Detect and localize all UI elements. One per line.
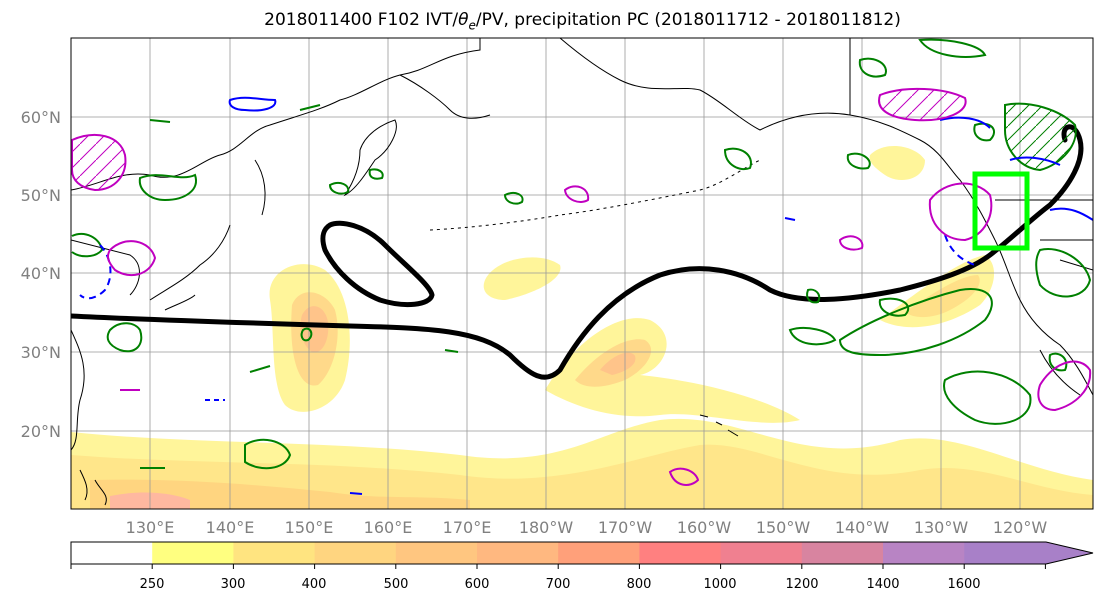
colorbar-tick-label: 250 (140, 577, 165, 592)
map-border (70, 37, 1094, 510)
colorbar-tick-label: 600 (465, 577, 490, 592)
lon-label: 150°W (756, 518, 811, 537)
colorbar-segment (152, 542, 234, 564)
colorbar-tick-label: 500 (384, 577, 409, 592)
colorbar-tick-label: 1400 (866, 577, 899, 592)
figure-title: 2018011400 F102 IVT/θe/PV, precipitation… (0, 10, 1105, 32)
lon-label: 140°E (206, 518, 255, 537)
colorbar-tick-label: 400 (302, 577, 327, 592)
pv-contours (71, 124, 1084, 380)
lon-label: 170°W (598, 518, 653, 537)
precip-contours (71, 87, 1092, 486)
colorbar-segment (477, 542, 559, 564)
lon-label: 130°E (126, 518, 175, 537)
colorbar-segment (395, 542, 478, 564)
colorbar-segment (71, 542, 153, 564)
lat-label: 60°N (21, 108, 61, 127)
colorbar-tick-label: 1200 (785, 577, 818, 592)
colorbar-segment (558, 542, 640, 564)
colorbar-tick-label: 700 (546, 577, 571, 592)
colorbar-tick-label: 300 (221, 577, 246, 592)
coastlines (71, 38, 1093, 506)
lat-label: 30°N (21, 343, 61, 362)
title-theta: θ (458, 10, 469, 30)
colorbar-segments (71, 542, 1093, 564)
colorbar-tick-label: 800 (627, 577, 652, 592)
colorbar-segment (314, 542, 397, 564)
colorbar-segment (883, 542, 965, 564)
lat-label: 40°N (21, 264, 61, 283)
target-region-box (972, 171, 1030, 251)
lon-label: 160°E (364, 518, 413, 537)
lon-label: 130°W (914, 518, 969, 537)
colorbar-segment (964, 542, 1093, 564)
colorbar: 250 300 400 500 600 700 800 1000 1200 14… (70, 541, 1094, 592)
title-prefix: 2018011400 F102 IVT/ (264, 10, 459, 30)
lon-label: 170°E (443, 518, 492, 537)
colorbar-ticks (70, 564, 1046, 569)
colorbar-tick-label: 1000 (703, 577, 736, 592)
colorbar-segment (801, 542, 884, 564)
graticule (71, 38, 1093, 509)
title-theta-subscript: e (468, 18, 476, 33)
title-suffix: /PV, precipitation PC (2018011712 - 2018… (475, 10, 901, 30)
theta-hatched-region (1005, 103, 1076, 170)
colorbar-segment (720, 542, 803, 564)
colorbar-tick-label: 1600 (947, 577, 980, 592)
lon-label: 140°W (835, 518, 890, 537)
colorbar-segment (233, 542, 316, 564)
colorbar-tick-labels: 250 300 400 500 600 700 800 1000 1200 14… (140, 577, 981, 592)
lon-label: 150°E (285, 518, 334, 537)
longitude-labels: 130°E 140°E 150°E 160°E 170°E 180°W 170°… (126, 518, 1048, 537)
lat-label: 20°N (21, 422, 61, 441)
lat-label: 50°N (21, 186, 61, 205)
colorbar-outline (70, 541, 1094, 565)
lon-label: 120°W (993, 518, 1048, 537)
colorbar-segment (639, 542, 722, 564)
latitude-labels: 60°N 50°N 40°N 30°N 20°N (21, 108, 61, 441)
lon-label: 180°W (519, 518, 574, 537)
lon-label: 160°W (677, 518, 732, 537)
